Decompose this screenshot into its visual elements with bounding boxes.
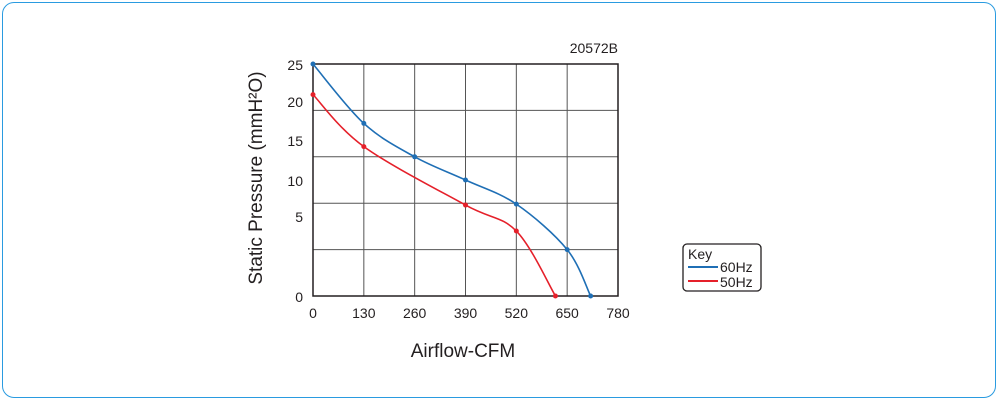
data-point-50hz (361, 144, 367, 150)
legend: Key 60Hz 50Hz (682, 243, 762, 292)
data-point-60hz (412, 154, 418, 160)
y-tick-label: 10 (287, 173, 303, 189)
x-tick-label: 260 (403, 305, 427, 321)
legend-label-50hz: 50Hz (720, 274, 753, 290)
data-point-60hz (588, 293, 594, 299)
data-point-60hz (564, 247, 570, 253)
x-tick-label: 520 (505, 305, 529, 321)
data-point-50hz (463, 202, 468, 208)
x-axis-label: Airflow-CFM (411, 341, 516, 362)
data-point-60hz (310, 61, 316, 67)
y-tick-label: 0 (295, 289, 303, 305)
series-line-50hz (312, 94, 557, 297)
y-tick-label: 5 (295, 209, 303, 225)
y-tick-label: 25 (287, 57, 303, 73)
y-tick-label: 15 (287, 133, 303, 149)
x-tick-label: 0 (309, 305, 317, 321)
chart-title: 20572B (570, 40, 618, 56)
legend-title: Key (688, 246, 712, 262)
data-point-60hz (361, 120, 367, 126)
plot-border (312, 63, 619, 297)
x-tick-label: 780 (606, 305, 630, 321)
data-point-60hz (463, 177, 468, 183)
x-tick-label: 650 (555, 305, 579, 321)
series-line-60hz (312, 63, 592, 297)
x-tick-label: 390 (454, 305, 478, 321)
data-point-50hz (552, 293, 558, 299)
data-point-50hz (513, 228, 519, 234)
chart-frame (2, 2, 996, 398)
y-axis-label: Static Pressure (mmH²O) (246, 71, 267, 284)
data-point-60hz (513, 201, 519, 207)
legend-label-60hz: 60Hz (720, 259, 753, 275)
y-tick-label: 20 (287, 94, 303, 110)
data-point-50hz (310, 92, 316, 98)
x-tick-label: 130 (352, 305, 376, 321)
